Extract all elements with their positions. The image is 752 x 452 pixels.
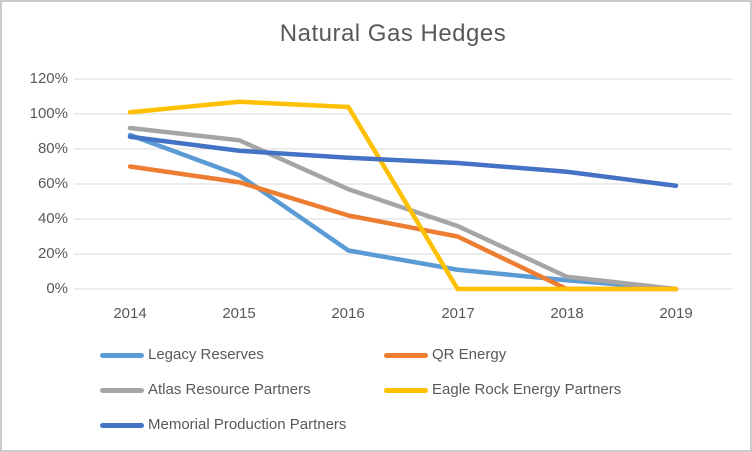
y-axis-tick-label: 40% <box>37 210 68 227</box>
legend-label: Memorial Production Partners <box>148 416 347 433</box>
chart-title: Natural Gas Hedges <box>279 20 507 47</box>
series-line-memorial-production-partners <box>127 134 679 188</box>
legend-line-marker <box>100 387 144 393</box>
y-axis-tick-label: 0% <box>46 280 68 297</box>
y-axis-tick-label: 80% <box>37 140 68 157</box>
x-axis-tick-label: 2018 <box>550 305 584 322</box>
y-axis-tick-label: 100% <box>29 105 68 122</box>
legend-label: QR Energy <box>432 346 507 363</box>
legend-line-marker <box>384 387 428 393</box>
legend-item-legacy-reserves: Legacy Reserves <box>100 345 264 365</box>
x-axis-tick-label: 2015 <box>222 305 256 322</box>
legend-label: Eagle Rock Energy Partners <box>432 381 622 398</box>
legend-label: Atlas Resource Partners <box>148 381 311 398</box>
legend-line-marker <box>100 422 144 428</box>
legend-item-atlas-resource-partners: Atlas Resource Partners <box>100 380 311 400</box>
x-axis-tick-label: 2014 <box>113 305 147 322</box>
series-line-qr-energy <box>127 164 679 292</box>
x-axis-tick-label: 2017 <box>441 305 475 322</box>
y-axis-tick-label: 120% <box>29 70 68 87</box>
legend-item-qr-energy: QR Energy <box>384 345 506 365</box>
series-line-atlas-resource-partners <box>127 125 679 292</box>
legend-label: Legacy Reserves <box>148 346 264 363</box>
legend-line-marker <box>384 352 428 358</box>
y-axis-tick-label: 60% <box>37 175 68 192</box>
legend-line-marker <box>100 352 144 358</box>
legend-item-eagle-rock-energy-partners: Eagle Rock Energy Partners <box>384 380 621 400</box>
x-axis-tick-label: 2019 <box>659 305 693 322</box>
series-line-legacy-reserves <box>127 132 679 292</box>
legend-item-memorial-production-partners: Memorial Production Partners <box>100 415 346 435</box>
series-line-eagle-rock-energy-partners <box>127 99 679 292</box>
y-axis-tick-label: 20% <box>37 245 68 262</box>
x-axis-tick-label: 2016 <box>331 305 365 322</box>
